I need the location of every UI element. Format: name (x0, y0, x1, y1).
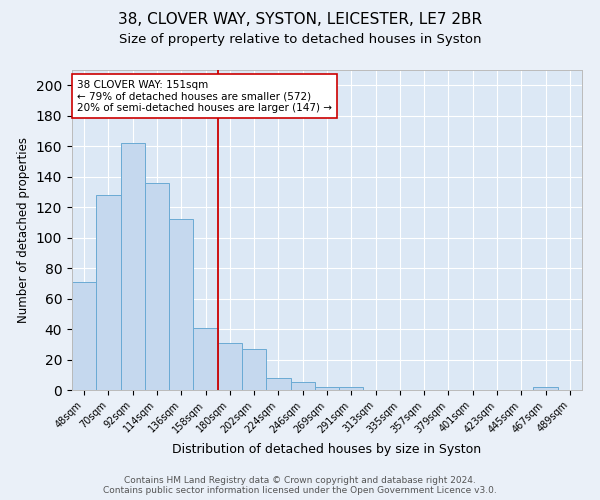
Bar (145, 183, 169, 390)
Bar (339, 387, 364, 390)
X-axis label: Distribution of detached houses by size in Syston: Distribution of detached houses by size … (172, 443, 482, 456)
Bar (242, 349, 266, 390)
Text: Size of property relative to detached houses in Syston: Size of property relative to detached ho… (119, 32, 481, 46)
Bar (193, 328, 218, 390)
Bar (533, 387, 558, 390)
Text: Contains HM Land Registry data © Crown copyright and database right 2024.
Contai: Contains HM Land Registry data © Crown c… (103, 476, 497, 495)
Text: 38 CLOVER WAY: 151sqm
← 79% of detached houses are smaller (572)
20% of semi-det: 38 CLOVER WAY: 151sqm ← 79% of detached … (77, 80, 332, 113)
Bar (218, 343, 242, 390)
Y-axis label: Number of detached properties: Number of detached properties (17, 137, 30, 323)
Bar (121, 143, 145, 390)
Bar (290, 382, 315, 390)
Bar (266, 378, 290, 390)
Bar (96, 195, 121, 390)
Bar (169, 220, 193, 390)
Bar (315, 387, 339, 390)
Bar (72, 282, 96, 390)
Text: 38, CLOVER WAY, SYSTON, LEICESTER, LE7 2BR: 38, CLOVER WAY, SYSTON, LEICESTER, LE7 2… (118, 12, 482, 28)
